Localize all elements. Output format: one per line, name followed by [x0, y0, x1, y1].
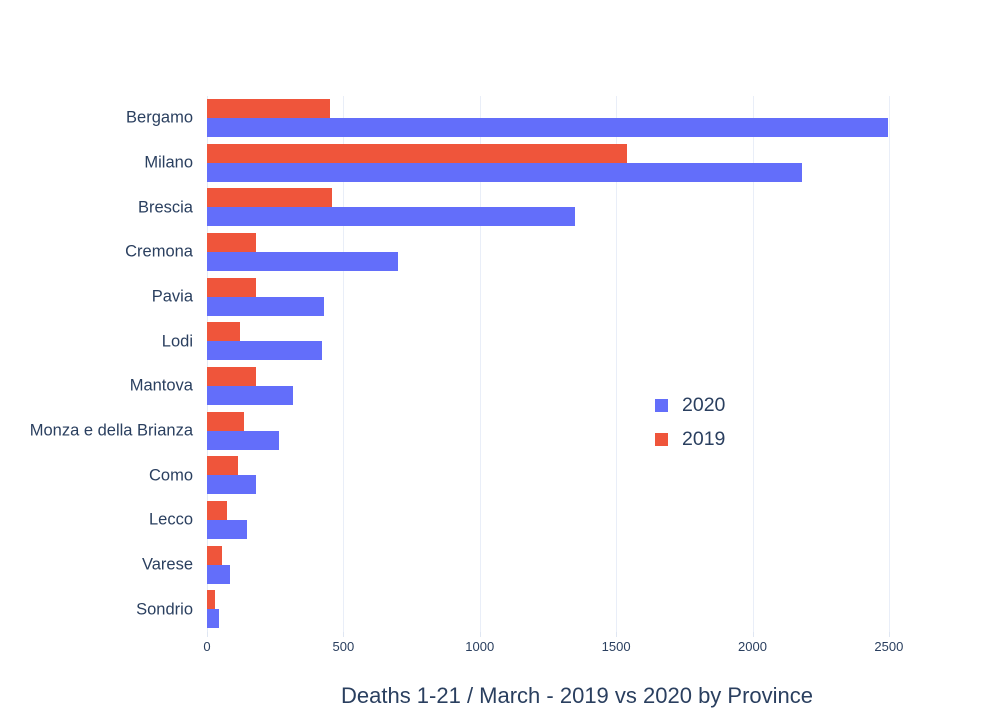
bar-group-lodi — [207, 319, 962, 364]
bar-group-brescia — [207, 185, 962, 230]
bar-2019-lecco[interactable] — [207, 501, 228, 520]
bar-2019-como[interactable] — [207, 456, 239, 476]
gridline-1500 — [616, 96, 618, 632]
bar-2020-brescia[interactable] — [207, 207, 576, 227]
x-axis-zeroline — [207, 96, 208, 632]
x-tick-mark-500 — [343, 632, 345, 637]
bar-2020-varese[interactable] — [207, 564, 231, 584]
legend-label-2020: 2020 — [682, 393, 726, 416]
bar-2019-monza-e-della-brianza[interactable] — [207, 411, 244, 431]
legend-item-2019[interactable]: 2019 — [655, 426, 725, 452]
y-axis-label-pavia: Pavia — [151, 287, 193, 306]
y-axis-label-varese: Varese — [141, 555, 193, 574]
y-axis-label-monza-e-della-brianza: Monza e della Brianza — [29, 421, 193, 440]
bar-group-sondrio — [207, 587, 962, 632]
bar-2020-bergamo[interactable] — [207, 118, 888, 137]
gridline-1000 — [479, 96, 481, 632]
gridline-500 — [343, 96, 345, 632]
x-tick-label-2500: 2500 — [874, 639, 904, 654]
bar-group-lecco — [207, 498, 962, 543]
bar-2019-lodi[interactable] — [207, 322, 240, 342]
x-tick-label-2000: 2000 — [738, 639, 767, 654]
bar-2019-bergamo[interactable] — [207, 99, 330, 118]
x-tick-mark-1500 — [616, 632, 618, 637]
x-tick-mark-2000 — [752, 632, 754, 637]
bar-2019-mantova[interactable] — [207, 367, 257, 386]
y-axis-label-milano: Milano — [144, 153, 193, 172]
plot-area — [207, 96, 962, 632]
x-tick-mark-2500 — [888, 632, 890, 637]
x-tick-mark-1000 — [479, 632, 481, 637]
bar-2020-lodi[interactable] — [207, 341, 322, 361]
y-axis-label-brescia: Brescia — [137, 198, 193, 217]
bar-group-mantova — [207, 364, 962, 409]
legend-item-2020[interactable]: 2020 — [655, 392, 725, 418]
x-tick-label-500: 500 — [332, 639, 355, 654]
bar-2020-sondrio[interactable] — [207, 609, 220, 629]
bar-group-cremona — [207, 230, 962, 275]
y-axis-label-como: Como — [148, 466, 193, 485]
y-axis-label-lecco: Lecco — [148, 510, 193, 529]
y-axis-label-mantova: Mantova — [129, 376, 193, 395]
legend-swatch-2020 — [655, 398, 668, 412]
legend-label-2019: 2019 — [682, 427, 726, 450]
y-axis-label-sondrio: Sondrio — [136, 600, 193, 619]
gridline-2500 — [888, 96, 890, 632]
x-tick-mark-0 — [207, 632, 208, 637]
bar-2020-como[interactable] — [207, 475, 257, 495]
bar-2019-cremona[interactable] — [207, 233, 257, 252]
y-axis-label-bergamo: Bergamo — [126, 108, 193, 127]
bar-group-pavia — [207, 275, 962, 320]
bar-2020-lecco[interactable] — [207, 520, 247, 539]
chart-title: Deaths 1-21 / March - 2019 vs 2020 by Pr… — [340, 683, 814, 708]
bar-2020-monza-e-della-brianza[interactable] — [207, 430, 280, 450]
y-axis-label-cremona: Cremona — [125, 242, 193, 261]
x-tick-label-0: 0 — [203, 639, 211, 654]
y-axis-labels: Bergamo Milano Brescia Cremona Pavia Lodi Mant… — [0, 96, 200, 632]
gridline-2000 — [752, 96, 754, 632]
bar-group-como — [207, 453, 962, 498]
bar-2020-pavia[interactable] — [207, 296, 325, 316]
x-axis: 0 500 1000 1500 2000 2500 — [203, 632, 962, 662]
y-axis-label-lodi: Lodi — [161, 332, 193, 351]
bar-2019-pavia[interactable] — [207, 277, 257, 297]
bar-2020-mantova[interactable] — [207, 386, 293, 405]
bar-group-bergamo — [207, 96, 962, 141]
legend-swatch-2019 — [655, 432, 668, 446]
bar-2019-milano[interactable] — [207, 143, 628, 163]
legend: 2020 2019 — [655, 392, 725, 460]
bar-group-varese — [207, 543, 962, 588]
x-tick-label-1000: 1000 — [465, 639, 495, 654]
bar-2020-milano[interactable] — [207, 162, 802, 182]
bar-2019-brescia[interactable] — [207, 188, 333, 208]
bar-2019-sondrio[interactable] — [207, 590, 216, 610]
x-tick-label-1500: 1500 — [601, 639, 631, 654]
bar-2020-cremona[interactable] — [207, 252, 398, 271]
bar-group-monza-e-della-brianza — [207, 409, 962, 454]
bar-group-milano — [207, 141, 962, 186]
bar-2019-varese[interactable] — [207, 545, 222, 565]
